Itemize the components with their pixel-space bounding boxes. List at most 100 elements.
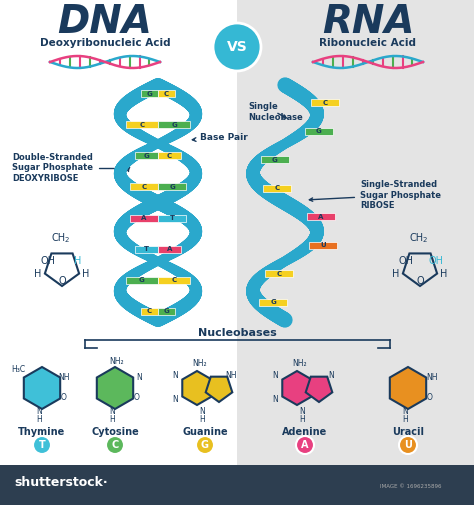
Circle shape xyxy=(196,436,214,454)
Text: Nucleobases: Nucleobases xyxy=(198,328,276,338)
Bar xyxy=(130,215,158,222)
Text: Deoxyribonucleic Acid: Deoxyribonucleic Acid xyxy=(40,38,170,48)
Text: A: A xyxy=(301,440,309,450)
Circle shape xyxy=(296,436,314,454)
Bar xyxy=(237,0,474,465)
Bar xyxy=(0,465,474,505)
Bar xyxy=(141,90,158,97)
Text: H: H xyxy=(402,416,408,425)
Text: U: U xyxy=(320,242,326,248)
Bar xyxy=(158,183,186,190)
Text: O: O xyxy=(61,393,67,402)
Text: N: N xyxy=(172,395,178,405)
Text: Single-Stranded
Sugar Phosphate
RIBOSE: Single-Stranded Sugar Phosphate RIBOSE xyxy=(310,180,441,210)
Text: C: C xyxy=(274,185,280,191)
Text: H: H xyxy=(82,269,90,279)
Bar xyxy=(259,299,287,306)
Text: N: N xyxy=(36,408,42,417)
Text: G: G xyxy=(201,440,209,450)
Bar xyxy=(309,242,337,249)
Bar xyxy=(0,0,237,465)
Text: 2: 2 xyxy=(423,237,427,243)
Text: Adenine: Adenine xyxy=(283,427,328,437)
Text: G: G xyxy=(171,122,177,128)
Text: DNA: DNA xyxy=(57,3,153,41)
Circle shape xyxy=(33,436,51,454)
Text: T: T xyxy=(144,246,149,252)
Text: N: N xyxy=(136,374,142,382)
Text: C: C xyxy=(167,153,172,159)
Bar xyxy=(130,183,158,190)
Bar xyxy=(126,121,158,128)
Polygon shape xyxy=(182,371,212,405)
Text: Base Pair: Base Pair xyxy=(192,133,248,142)
Text: H: H xyxy=(109,416,115,425)
Polygon shape xyxy=(97,367,133,409)
Text: CH: CH xyxy=(410,233,424,243)
Bar xyxy=(135,153,158,160)
Polygon shape xyxy=(24,367,60,409)
Text: C: C xyxy=(139,122,145,128)
Text: C: C xyxy=(322,99,328,106)
Bar xyxy=(126,277,158,284)
Text: G: G xyxy=(144,153,149,159)
Text: O: O xyxy=(416,276,424,286)
Text: C: C xyxy=(111,440,118,450)
Text: G: G xyxy=(316,128,322,134)
Text: G: G xyxy=(139,277,145,283)
Text: O: O xyxy=(58,276,66,286)
Text: N: N xyxy=(328,372,334,380)
Text: NH₂: NH₂ xyxy=(109,357,124,366)
Text: NH: NH xyxy=(58,374,70,382)
Text: H: H xyxy=(392,269,400,279)
Text: OH: OH xyxy=(428,257,443,267)
Text: OH: OH xyxy=(399,257,414,267)
Text: C: C xyxy=(172,277,177,283)
Bar xyxy=(305,128,333,135)
Text: A: A xyxy=(167,246,172,252)
Polygon shape xyxy=(283,371,312,405)
Text: C: C xyxy=(276,271,282,277)
Text: shutterstock·: shutterstock· xyxy=(14,476,108,488)
Text: T: T xyxy=(38,440,46,450)
Bar xyxy=(263,185,291,192)
Polygon shape xyxy=(206,377,232,402)
Bar xyxy=(158,153,181,160)
Text: NH: NH xyxy=(426,374,438,382)
Circle shape xyxy=(213,23,261,71)
Text: N: N xyxy=(402,408,408,417)
Text: Guanine: Guanine xyxy=(182,427,228,437)
Text: VS: VS xyxy=(227,40,247,54)
Text: H₃C: H₃C xyxy=(11,366,25,375)
Text: A: A xyxy=(319,214,324,220)
Text: N: N xyxy=(109,408,115,417)
Polygon shape xyxy=(390,367,426,409)
Bar xyxy=(261,156,289,163)
Text: G: G xyxy=(164,308,170,314)
Circle shape xyxy=(106,436,124,454)
Text: G: G xyxy=(169,184,175,190)
Text: Thymine: Thymine xyxy=(18,427,65,437)
Text: Ribonucleic Acid: Ribonucleic Acid xyxy=(319,38,417,48)
Text: N: N xyxy=(172,372,178,380)
Circle shape xyxy=(399,436,417,454)
Bar xyxy=(158,215,186,222)
Text: CH: CH xyxy=(52,233,66,243)
Text: H: H xyxy=(440,269,448,279)
Text: U: U xyxy=(404,440,412,450)
Bar xyxy=(158,245,181,252)
Text: H: H xyxy=(199,416,205,425)
Text: OH: OH xyxy=(41,257,56,267)
Bar xyxy=(307,213,335,220)
Text: O: O xyxy=(427,393,433,402)
Text: N: N xyxy=(272,395,278,405)
Text: N: N xyxy=(272,372,278,380)
Text: H: H xyxy=(36,416,42,425)
Text: Double-Stranded
Sugar Phosphate
DEOXYRIBOSE: Double-Stranded Sugar Phosphate DEOXYRIB… xyxy=(12,153,130,183)
Text: IMAGE © 1696235896: IMAGE © 1696235896 xyxy=(380,484,441,489)
Polygon shape xyxy=(306,377,332,402)
Text: RNA: RNA xyxy=(322,3,414,41)
Text: N: N xyxy=(299,408,305,417)
Bar xyxy=(141,308,158,315)
Text: H: H xyxy=(299,416,305,425)
